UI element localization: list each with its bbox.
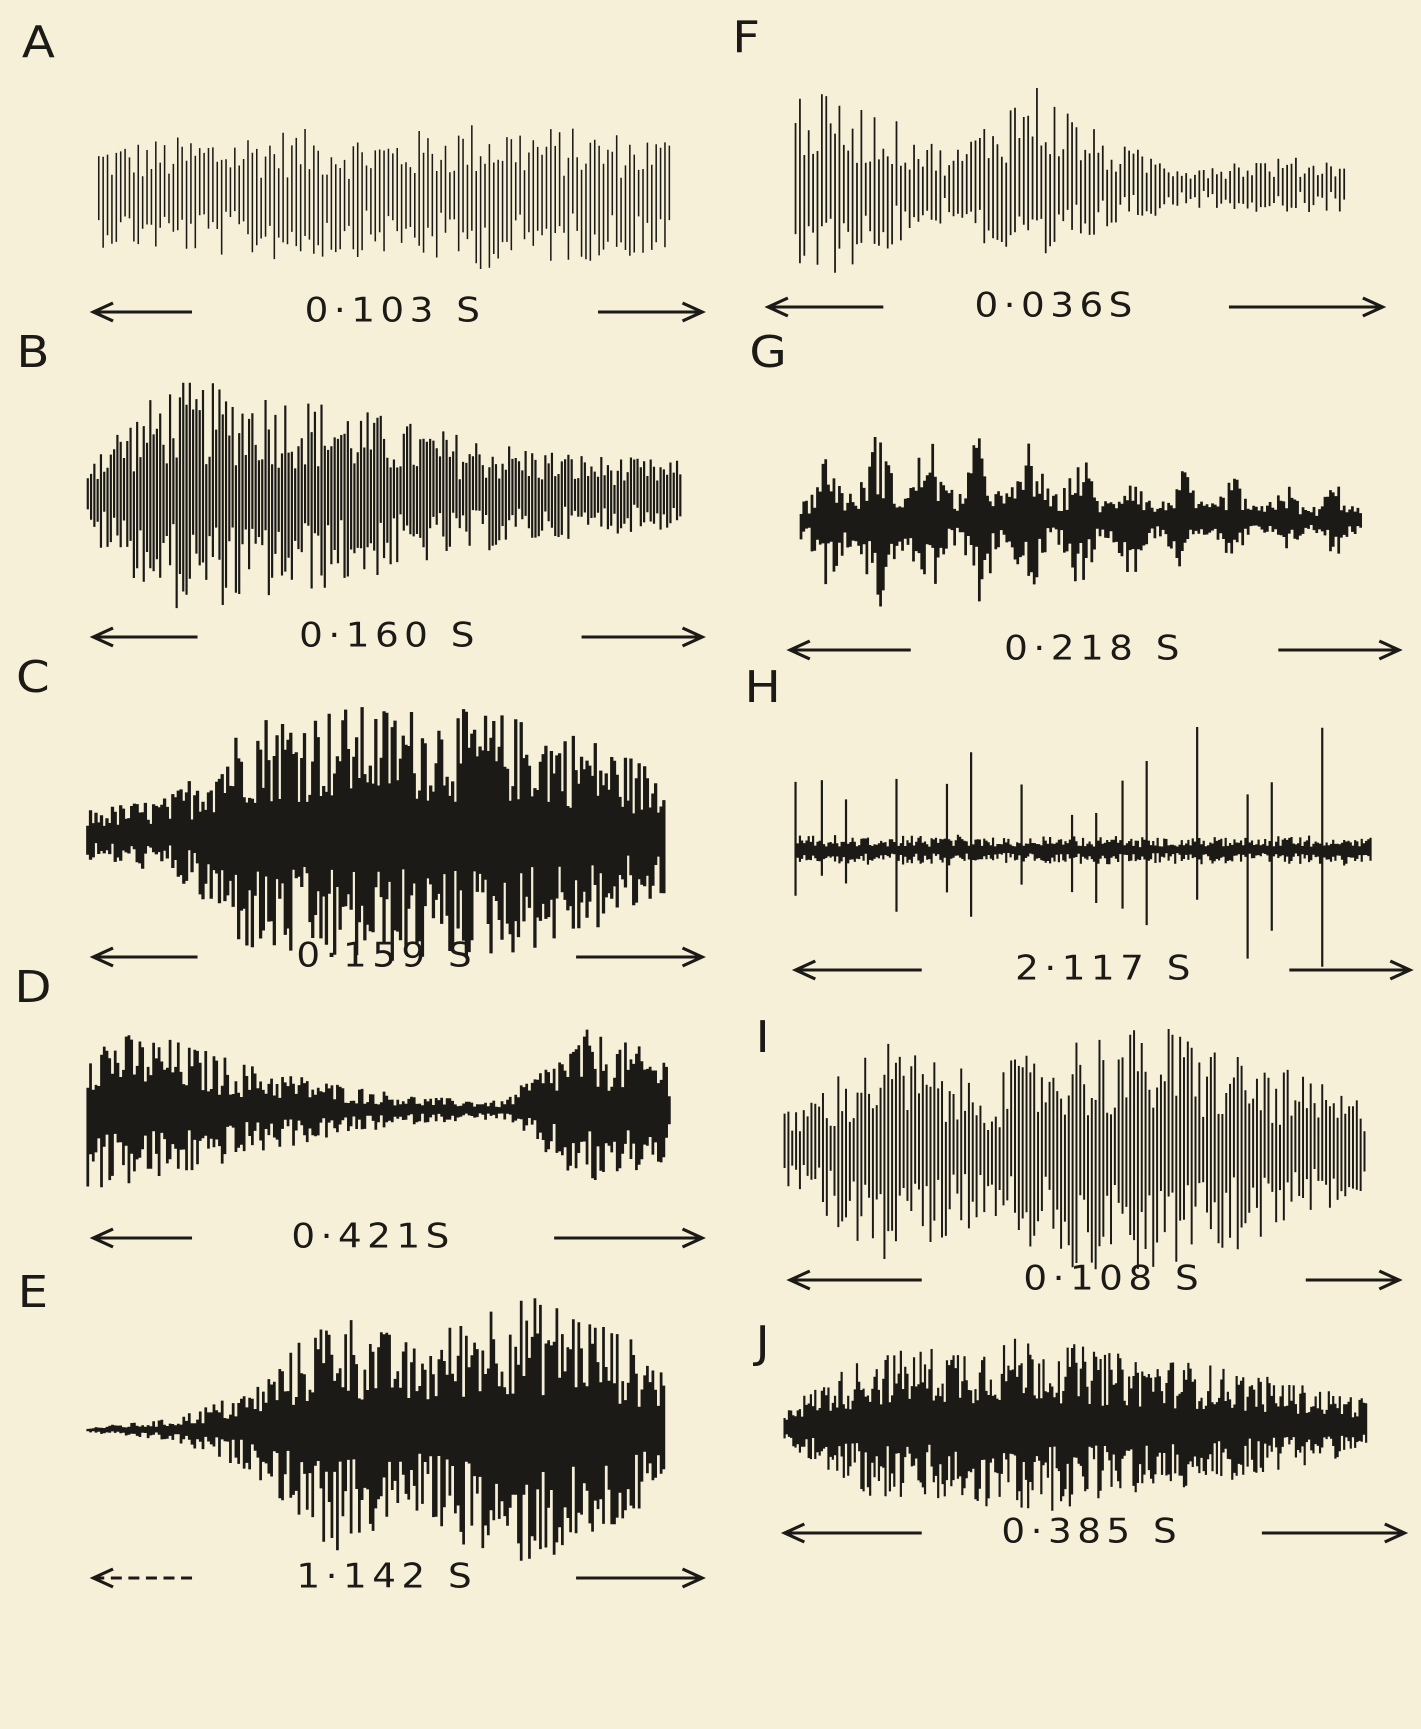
duration-label: 0·160 S bbox=[299, 616, 480, 655]
duration-label: 0·036S bbox=[974, 286, 1137, 325]
panel-letter: F bbox=[732, 11, 760, 62]
panel-letter: G bbox=[749, 326, 786, 377]
panel-letter: I bbox=[756, 1011, 770, 1062]
panel-letter: E bbox=[18, 1266, 49, 1317]
panel-letter: J bbox=[752, 1316, 769, 1367]
panel-letter: B bbox=[16, 326, 49, 377]
duration-label: 1·142 S bbox=[296, 1557, 477, 1596]
duration-label: 0·421S bbox=[291, 1217, 454, 1256]
duration-label: 0·218 S bbox=[1004, 629, 1185, 668]
figure: A 0·103 S B 0·160 S C 0·159 S D 0·421S E 1·142 S F… bbox=[0, 0, 1421, 1729]
duration-label: 0·385 S bbox=[1001, 1512, 1182, 1551]
duration-label: 0·159 S bbox=[296, 936, 477, 975]
panel-letter: H bbox=[744, 661, 780, 712]
page: A 0·103 S B 0·160 S C 0·159 S D 0·421S E 1·142 S F… bbox=[0, 0, 1421, 1729]
duration-label: 0·108 S bbox=[1023, 1259, 1204, 1298]
panel-letter: C bbox=[16, 651, 50, 702]
duration-label: 2·117 S bbox=[1015, 949, 1196, 988]
panel-letter: D bbox=[14, 961, 51, 1012]
duration-label: 0·103 S bbox=[305, 291, 486, 330]
panel-letter: A bbox=[22, 16, 55, 67]
